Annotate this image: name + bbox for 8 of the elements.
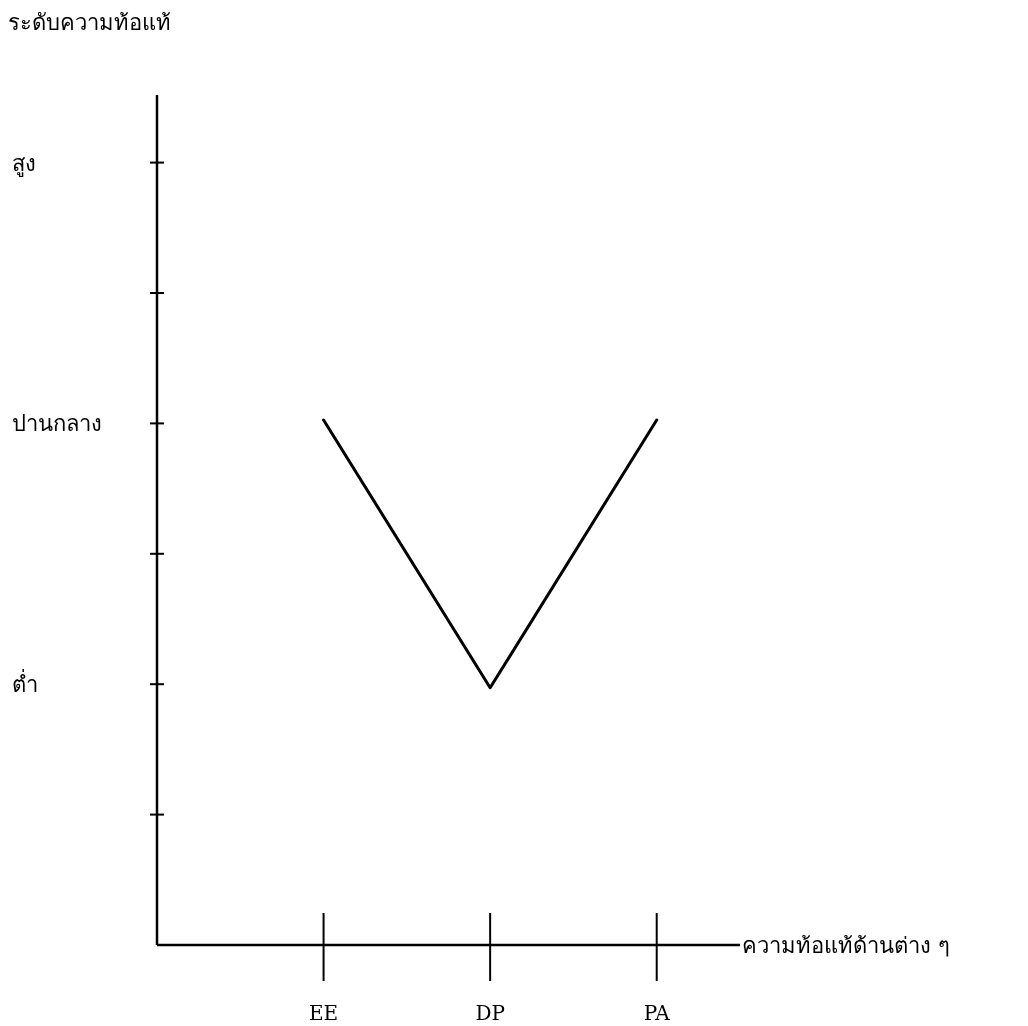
chart-title: ระดับความท้อแท้ <box>8 10 171 35</box>
x-tick-label: DP <box>475 1001 505 1025</box>
text: สูง <box>12 150 36 177</box>
x-tick-label: PA <box>643 1001 671 1025</box>
x-axis-title: ความท้อแท้ด้านต่าง ๆ <box>742 933 950 958</box>
text: ต่ำ <box>12 669 38 698</box>
x-tick-label: EE <box>308 1001 339 1025</box>
text: ปานกลาง <box>12 411 102 437</box>
